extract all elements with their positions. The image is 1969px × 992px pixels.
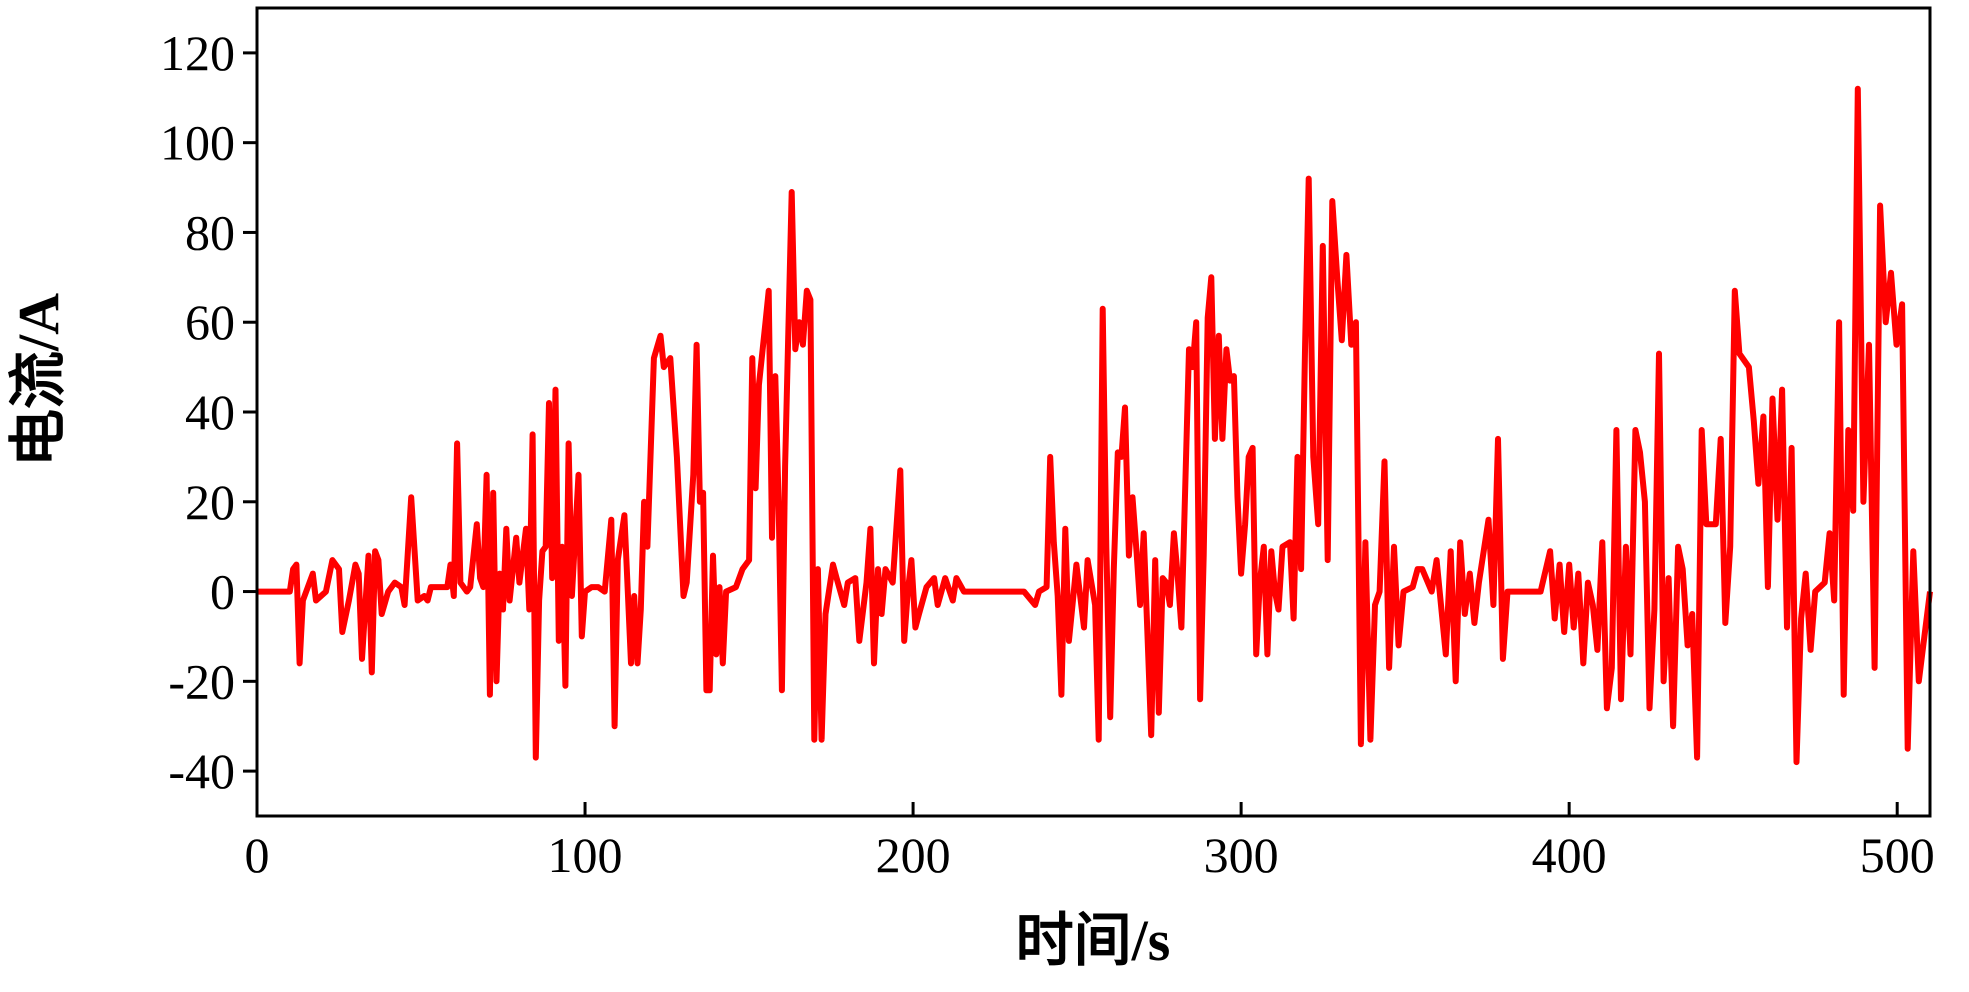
y-tick-label: -40 bbox=[168, 743, 235, 799]
x-tick-label: 0 bbox=[245, 827, 270, 883]
y-tick-label: 20 bbox=[185, 474, 235, 530]
y-tick-label: -20 bbox=[168, 653, 235, 709]
y-tick-label: 100 bbox=[160, 115, 235, 171]
data-line bbox=[257, 85, 1933, 766]
x-tick-label: 100 bbox=[548, 827, 623, 883]
x-tick-label: 400 bbox=[1532, 827, 1607, 883]
x-tick-label: 200 bbox=[876, 827, 951, 883]
y-tick-label: 0 bbox=[210, 564, 235, 620]
x-axis-title: 时间/s bbox=[1016, 908, 1171, 973]
plot-frame bbox=[255, 6, 1932, 818]
y-tick-label: 80 bbox=[185, 204, 235, 260]
y-axis-title: 电流/A bbox=[6, 293, 71, 467]
x-tick-label: 500 bbox=[1860, 827, 1935, 883]
y-tick-label: 60 bbox=[185, 294, 235, 350]
x-tick-label: 300 bbox=[1204, 827, 1279, 883]
y-tick-label: 40 bbox=[185, 384, 235, 440]
y-tick-label: 120 bbox=[160, 25, 235, 81]
